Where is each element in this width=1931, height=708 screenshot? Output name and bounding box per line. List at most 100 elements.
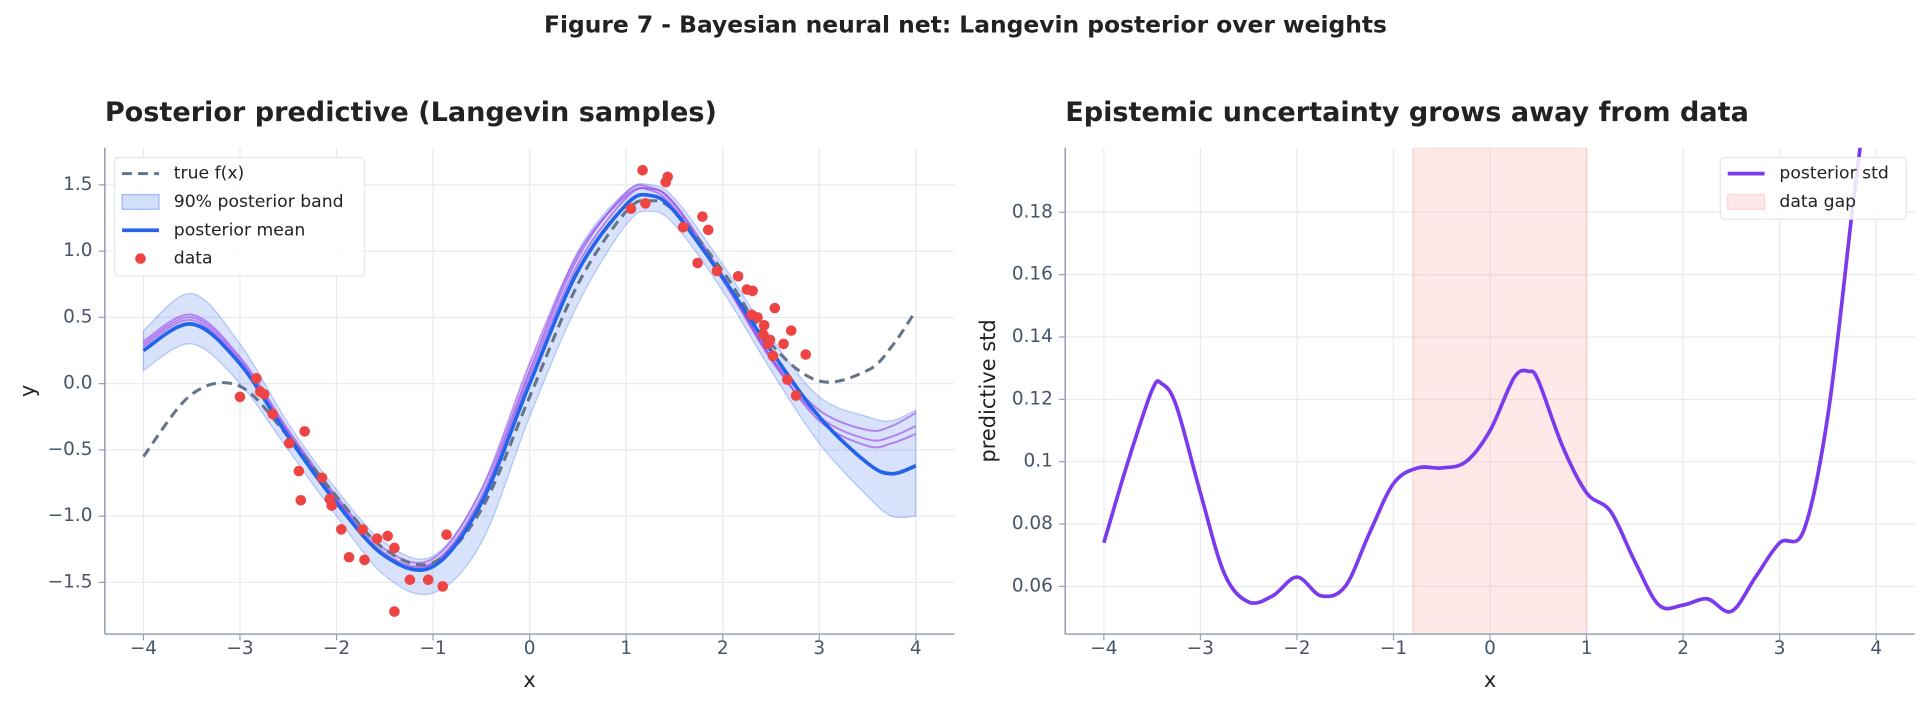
legend-label: posterior mean — [174, 220, 306, 240]
y-tick-label: 1.0 — [63, 240, 92, 261]
chart-title: Posterior predictive (Langevin samples) — [105, 97, 717, 128]
x-tick-label: 3 — [813, 638, 825, 659]
data-gap-span — [1412, 147, 1588, 635]
x-tick-label: 1 — [620, 638, 632, 659]
data-point — [258, 388, 270, 400]
x-axis-label: x — [523, 668, 535, 692]
y-axis-label: y — [15, 385, 39, 397]
data-point — [625, 203, 637, 215]
x-axis-label: x — [1484, 668, 1496, 692]
data-point — [359, 554, 370, 566]
y-tick-label: −0.5 — [48, 439, 93, 460]
data-point — [343, 551, 355, 563]
x-tick-label: 1 — [1581, 638, 1593, 659]
data-point — [711, 265, 723, 277]
data-point — [283, 437, 295, 449]
data-point — [790, 390, 802, 401]
data-point — [251, 373, 262, 384]
data-point — [697, 211, 708, 222]
data-point — [640, 198, 651, 209]
data-point — [326, 500, 337, 511]
data-point — [702, 224, 714, 236]
data-point — [778, 338, 789, 350]
x-tick-label: −1 — [1380, 638, 1407, 659]
legend-box — [1719, 156, 1907, 220]
plot-area — [142, 164, 918, 617]
y-tick-label: 1.5 — [63, 174, 92, 195]
figure-title: Figure 7 - Bayesian neural net: Langevin… — [544, 10, 1387, 38]
data-point — [692, 257, 703, 269]
data-point — [785, 325, 797, 336]
x-tick-label: −3 — [1187, 638, 1214, 659]
data-point — [293, 465, 305, 477]
y-tick-label: −1.5 — [48, 571, 93, 592]
x-tick-label: −3 — [226, 638, 253, 659]
x-tick-label: −4 — [130, 638, 157, 659]
legend-label: data gap — [1779, 192, 1856, 212]
y-tick-label: 0.08 — [1012, 513, 1053, 534]
data-point — [267, 408, 279, 420]
series-line — [142, 192, 917, 572]
data-point — [752, 312, 763, 323]
data-point — [316, 472, 328, 484]
data-point — [747, 285, 758, 297]
y-tick-label: 0.14 — [1012, 326, 1053, 347]
y-tick-label: 0.12 — [1012, 388, 1053, 409]
data-point — [758, 320, 770, 331]
legend-label: true f(x) — [174, 164, 245, 184]
legend-swatch — [1727, 193, 1766, 210]
data-point — [437, 581, 449, 592]
legend-swatch — [135, 253, 146, 264]
x-tick-label: 4 — [1870, 638, 1882, 659]
data-point — [769, 302, 781, 314]
x-tick-label: −2 — [323, 638, 350, 659]
y-tick-label: 0.0 — [63, 373, 92, 394]
data-point — [404, 574, 416, 586]
y-tick-label: 0.18 — [1012, 201, 1053, 222]
data-point — [637, 164, 648, 176]
x-tick-label: 0 — [524, 638, 536, 659]
data-point — [389, 542, 400, 554]
legend-box — [114, 156, 366, 277]
data-point — [764, 334, 776, 346]
x-tick-label: 0 — [1484, 638, 1496, 659]
data-point — [782, 374, 793, 385]
legend-label: data — [174, 249, 213, 269]
x-tick-label: −2 — [1283, 638, 1310, 659]
legend-label: posterior std — [1779, 164, 1888, 184]
plot-area — [1102, 147, 1862, 635]
data-point — [389, 606, 400, 617]
data-point — [677, 221, 689, 233]
y-tick-label: 0.06 — [1012, 575, 1053, 596]
y-tick-label: −1.0 — [48, 505, 93, 526]
posterior-band — [142, 182, 917, 596]
data-point — [295, 494, 307, 506]
y-tick-label: 0.5 — [63, 306, 92, 327]
data-point — [441, 529, 452, 541]
x-tick-label: 4 — [910, 638, 922, 659]
data-point — [299, 426, 310, 437]
chart-title: Epistemic uncertainty grows away from da… — [1065, 97, 1749, 128]
legend-label: 90% posterior band — [174, 192, 344, 212]
data-point — [234, 391, 246, 403]
y-axis-label: predictive std — [976, 319, 1000, 462]
series-line — [1102, 147, 1862, 614]
y-tick-label: 0.1 — [1024, 451, 1053, 472]
x-tick-label: 3 — [1774, 638, 1786, 659]
data-point — [382, 530, 393, 542]
data-point — [371, 533, 383, 544]
x-tick-label: −4 — [1090, 638, 1117, 659]
x-tick-label: 2 — [1677, 638, 1689, 659]
data-point — [662, 171, 673, 183]
data-point — [357, 524, 368, 535]
x-tick-label: −1 — [419, 638, 446, 659]
x-tick-label: 2 — [717, 638, 729, 659]
y-tick-label: 0.16 — [1012, 264, 1053, 285]
data-point — [767, 350, 779, 362]
data-point — [422, 574, 434, 586]
data-point — [800, 349, 812, 360]
data-point — [732, 271, 744, 282]
data-point — [336, 524, 347, 535]
